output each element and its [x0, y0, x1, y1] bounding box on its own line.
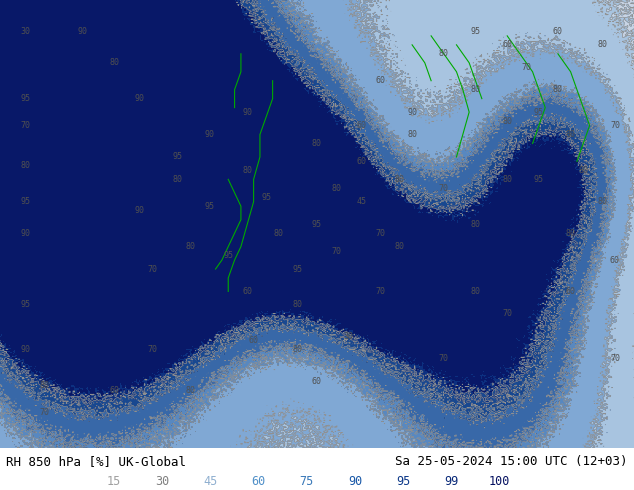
Text: 45: 45	[356, 197, 366, 206]
Text: 60: 60	[553, 27, 563, 36]
Text: 95: 95	[204, 202, 214, 211]
Text: 95: 95	[223, 251, 233, 260]
Text: 80: 80	[566, 229, 576, 238]
Text: 80: 80	[553, 85, 563, 94]
Text: 60: 60	[312, 377, 322, 386]
Text: 80: 80	[502, 175, 512, 184]
Text: 80: 80	[470, 220, 481, 229]
Text: 70: 70	[20, 121, 30, 130]
Text: 95: 95	[20, 94, 30, 103]
Text: 80: 80	[109, 58, 119, 67]
Text: 70: 70	[502, 309, 512, 318]
Text: 80: 80	[242, 166, 252, 175]
Text: 30: 30	[155, 475, 169, 488]
Text: 80: 80	[439, 49, 449, 58]
Text: 70: 70	[610, 354, 620, 363]
Text: 80: 80	[172, 175, 183, 184]
Text: 80: 80	[407, 130, 417, 139]
Text: 90: 90	[134, 206, 145, 215]
Text: 95: 95	[261, 193, 271, 202]
Text: 80: 80	[470, 85, 481, 94]
Text: 80: 80	[566, 130, 576, 139]
Text: 99: 99	[444, 475, 458, 488]
Text: 95: 95	[172, 152, 183, 161]
Text: 80: 80	[312, 139, 322, 148]
Text: 80: 80	[597, 40, 607, 49]
Text: 45: 45	[204, 475, 217, 488]
Text: 70: 70	[610, 121, 620, 130]
Text: 80: 80	[502, 117, 512, 125]
Text: 75: 75	[300, 475, 314, 488]
Text: 70: 70	[147, 265, 157, 273]
Text: 60: 60	[252, 475, 266, 488]
Text: 95: 95	[396, 475, 410, 488]
Text: RH 850 hPa [%] UK-Global: RH 850 hPa [%] UK-Global	[6, 455, 186, 467]
Text: 95: 95	[534, 108, 544, 117]
Text: 90: 90	[20, 345, 30, 354]
Text: 70: 70	[521, 63, 531, 72]
Text: 95: 95	[293, 265, 303, 273]
Text: 80: 80	[20, 161, 30, 171]
Text: 80: 80	[331, 184, 341, 193]
Text: 80: 80	[470, 287, 481, 296]
Text: 90: 90	[242, 108, 252, 117]
Text: 90: 90	[77, 27, 87, 36]
Text: 70: 70	[439, 354, 449, 363]
Text: 70: 70	[147, 345, 157, 354]
Text: 60: 60	[356, 157, 366, 166]
Text: 80: 80	[597, 197, 607, 206]
Text: 60: 60	[375, 76, 385, 85]
Text: 15: 15	[107, 475, 121, 488]
Text: 60: 60	[610, 256, 620, 265]
Text: 60: 60	[109, 386, 119, 394]
Text: 100: 100	[489, 475, 510, 488]
Text: 70: 70	[39, 408, 49, 417]
Text: 60: 60	[242, 287, 252, 296]
Text: 80: 80	[394, 242, 404, 251]
Text: 90: 90	[407, 108, 417, 117]
Text: 90: 90	[20, 229, 30, 238]
Text: 30: 30	[344, 332, 354, 341]
Text: 80: 80	[39, 381, 49, 390]
Text: 60: 60	[566, 287, 576, 296]
Text: 95: 95	[534, 175, 544, 184]
Text: 60: 60	[249, 336, 259, 345]
Text: 60: 60	[356, 121, 366, 130]
Text: 70: 70	[375, 229, 385, 238]
Text: 90: 90	[134, 94, 145, 103]
Text: Sa 25-05-2024 15:00 UTC (12+03): Sa 25-05-2024 15:00 UTC (12+03)	[395, 455, 628, 467]
Text: 80: 80	[293, 345, 303, 354]
Text: 70: 70	[375, 287, 385, 296]
Text: 95: 95	[312, 220, 322, 229]
Text: 80: 80	[293, 300, 303, 309]
Text: 90: 90	[204, 130, 214, 139]
Text: 30: 30	[20, 27, 30, 36]
Text: 70: 70	[439, 184, 449, 193]
Text: 95: 95	[470, 27, 481, 36]
Text: 60: 60	[502, 40, 512, 49]
Text: 95: 95	[20, 197, 30, 206]
Text: 95: 95	[20, 300, 30, 309]
Text: 80: 80	[185, 386, 195, 394]
Text: 80: 80	[274, 229, 284, 238]
Text: 80: 80	[578, 166, 588, 175]
Text: 70: 70	[331, 246, 341, 256]
Text: 80: 80	[394, 175, 404, 184]
Text: 80: 80	[185, 242, 195, 251]
Text: 90: 90	[348, 475, 362, 488]
